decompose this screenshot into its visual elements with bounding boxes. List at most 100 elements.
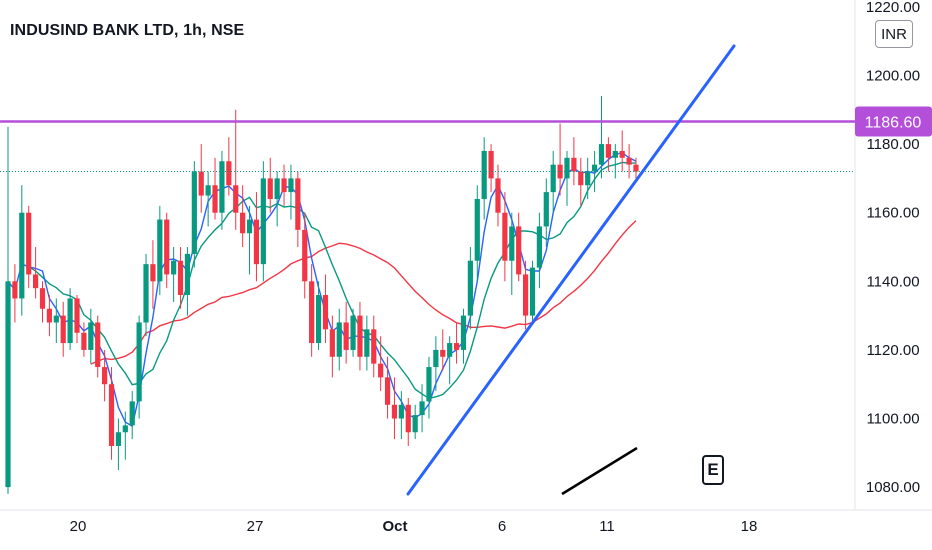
candle-body bbox=[384, 377, 391, 405]
candle-body bbox=[509, 226, 515, 261]
grid bbox=[0, 0, 932, 511]
candle-body bbox=[329, 329, 335, 357]
price-tick-label: 1080.00 bbox=[866, 479, 920, 496]
candle-body bbox=[122, 425, 128, 433]
candle-body bbox=[467, 260, 473, 316]
candle-body bbox=[171, 260, 177, 275]
ascending-trendline bbox=[406, 44, 736, 496]
candle-body bbox=[571, 157, 577, 172]
candle-body bbox=[184, 253, 191, 296]
candle-body bbox=[488, 150, 494, 179]
candle-body bbox=[591, 164, 598, 172]
candle-body bbox=[288, 178, 294, 193]
price-tick-label: 1100.00 bbox=[866, 411, 919, 428]
candle-body bbox=[598, 144, 605, 165]
candle-body bbox=[350, 315, 356, 350]
candle-body bbox=[19, 212, 25, 299]
candle-body bbox=[108, 384, 115, 446]
candle-body bbox=[322, 295, 329, 330]
candle-body bbox=[433, 349, 439, 368]
earnings-event-marker[interactable]: E bbox=[702, 455, 724, 485]
candle-body bbox=[157, 219, 163, 282]
chart-title: INDUSIND BANK LTD, 1h, NSE bbox=[10, 22, 245, 39]
price-tick-label: 1220.00 bbox=[866, 0, 920, 16]
candle-body bbox=[412, 415, 418, 433]
candle-body bbox=[74, 298, 80, 333]
candle-body bbox=[136, 322, 142, 402]
price-tick-label: 1140.00 bbox=[866, 273, 919, 290]
black-trendline bbox=[561, 446, 638, 496]
candle-body bbox=[405, 404, 411, 433]
candle-body bbox=[253, 219, 260, 265]
candle-body bbox=[177, 260, 184, 296]
candle-body bbox=[95, 322, 101, 368]
candle-body bbox=[336, 322, 342, 357]
candle-body bbox=[88, 322, 94, 350]
time-tick-label: 18 bbox=[741, 518, 758, 535]
time-tick-label: 20 bbox=[70, 518, 87, 535]
time-tick-label: 6 bbox=[498, 518, 506, 535]
candle-body bbox=[419, 401, 425, 416]
candle-body bbox=[378, 363, 384, 378]
candle-body bbox=[343, 322, 349, 350]
candle-body bbox=[12, 281, 18, 299]
candle-body bbox=[578, 171, 584, 186]
candle-body bbox=[143, 264, 149, 323]
time-tick-label: Oct bbox=[382, 518, 407, 535]
candle-body bbox=[240, 212, 246, 234]
candle-body bbox=[543, 192, 549, 227]
candle-body bbox=[495, 178, 501, 213]
candle-body bbox=[233, 185, 239, 213]
time-tick-label: 27 bbox=[247, 518, 264, 535]
fast-ma-line bbox=[7, 151, 637, 428]
candle-body bbox=[219, 161, 225, 213]
candle-body bbox=[453, 343, 460, 350]
price-tick-label: 1160.00 bbox=[866, 205, 919, 222]
candle-body bbox=[205, 185, 211, 196]
candle-body bbox=[516, 226, 522, 275]
candle-body bbox=[46, 308, 53, 323]
candle-body bbox=[60, 315, 66, 344]
candle-body bbox=[267, 178, 273, 199]
candle-body bbox=[198, 171, 204, 196]
candle-body bbox=[39, 288, 46, 309]
drawing-overlays[interactable] bbox=[0, 44, 855, 496]
price-tick-label: 1180.00 bbox=[866, 136, 919, 153]
candle-body bbox=[557, 164, 563, 179]
candle-body bbox=[619, 150, 625, 158]
candle-body bbox=[371, 329, 377, 364]
candle-body bbox=[191, 171, 197, 254]
candle-body bbox=[440, 349, 446, 357]
candle-body bbox=[426, 367, 432, 402]
candle-body bbox=[150, 264, 156, 282]
resistance-price-tag bbox=[855, 106, 932, 137]
candle-body bbox=[502, 212, 508, 261]
candle-body bbox=[447, 343, 453, 357]
axes: 1220.00 1200.00 1180.00 1160.00 1140.00 1120.… bbox=[70, 0, 932, 535]
candle-body bbox=[260, 178, 266, 265]
candle-body bbox=[481, 150, 487, 199]
candle-body bbox=[164, 219, 170, 275]
candle-body bbox=[585, 171, 591, 186]
candle-body bbox=[246, 219, 253, 234]
candle-body bbox=[522, 274, 529, 316]
fast-moving-average bbox=[7, 151, 637, 428]
candle-body bbox=[364, 329, 370, 357]
candle-body bbox=[295, 178, 301, 230]
candle-body bbox=[67, 298, 73, 344]
candle-body bbox=[357, 315, 363, 357]
currency-badge[interactable]: INR bbox=[875, 20, 913, 48]
time-tick-label: 11 bbox=[599, 518, 615, 535]
candle-body bbox=[460, 315, 467, 350]
candle-body bbox=[115, 432, 122, 446]
candle-body bbox=[564, 157, 570, 179]
mid-moving-average bbox=[28, 161, 636, 400]
candle-body bbox=[605, 144, 611, 158]
price-tick-label: 1120.00 bbox=[866, 342, 919, 359]
candles bbox=[5, 96, 639, 494]
candle-body bbox=[26, 212, 32, 275]
candle-body bbox=[391, 404, 398, 419]
candle-body bbox=[81, 332, 87, 350]
candle-body bbox=[612, 150, 618, 158]
